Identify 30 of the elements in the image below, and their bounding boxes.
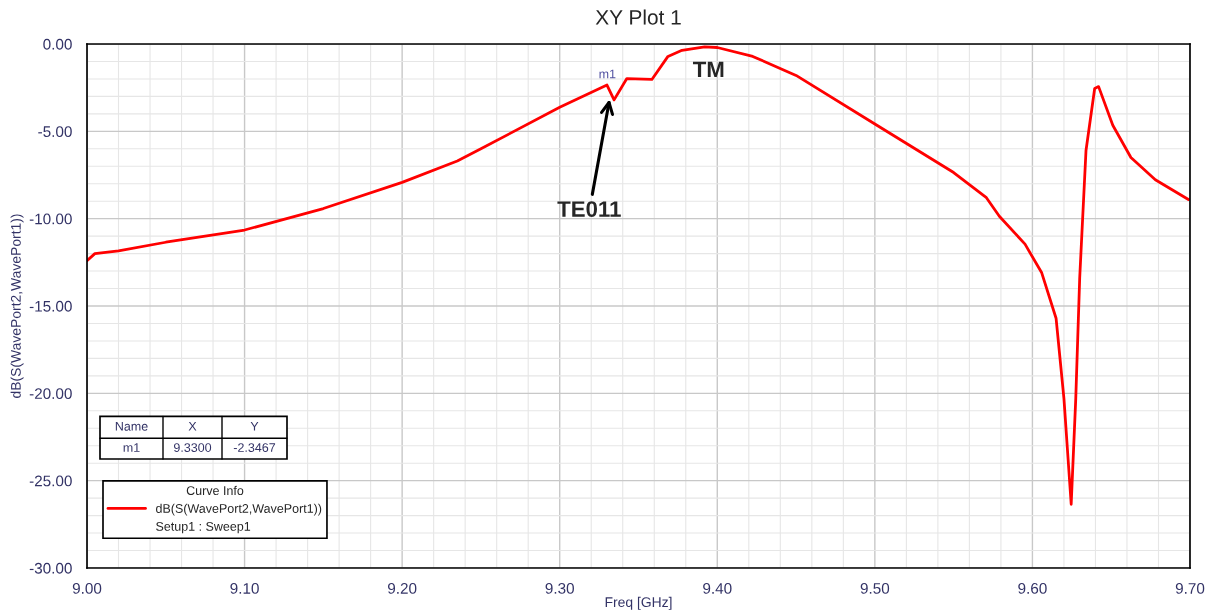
x-tick-label: 9.30	[545, 582, 574, 594]
y-tick-label: -20.00	[29, 388, 72, 400]
annotation: Name	[115, 421, 148, 431]
x-tick-label: 9.40	[703, 582, 732, 594]
y-tick-label: -25.00	[29, 475, 72, 487]
annotation: TE011	[557, 201, 621, 217]
x-axis-title: Freq [GHz]	[605, 596, 672, 610]
x-tick-label: 9.00	[72, 582, 102, 594]
x-tick-label: 9.50	[860, 582, 890, 594]
annotation: X	[188, 421, 197, 431]
x-tick-label: 9.20	[387, 582, 417, 594]
chart-title: XY Plot 1	[595, 9, 681, 25]
annotation: m1	[599, 69, 616, 79]
y-axis-title: dB(S(WavePort2,WavePort1))	[10, 214, 24, 398]
legend-title: Curve Info	[186, 485, 244, 496]
x-tick-label: 9.10	[230, 582, 259, 594]
x-tick-label: 9.60	[1018, 582, 1047, 594]
y-tick-label: 0.00	[43, 38, 72, 50]
annotation: Setup1 : Sweep1	[156, 521, 251, 534]
x-tick-label: 9.70	[1175, 582, 1205, 594]
annotation: 9.3300	[173, 443, 212, 452]
y-tick-label: -5.00	[38, 126, 72, 138]
annotation: Y	[250, 421, 259, 431]
y-tick-label: -30.00	[29, 562, 72, 574]
annotation: TM	[692, 61, 724, 78]
y-tick-label: -15.00	[29, 300, 72, 312]
legend-label: dB(S(WavePort2,WavePort1))	[156, 503, 322, 516]
annotation: -2.3467	[233, 443, 276, 452]
annotation: m1	[123, 443, 140, 452]
y-tick-label: -10.00	[29, 213, 72, 225]
